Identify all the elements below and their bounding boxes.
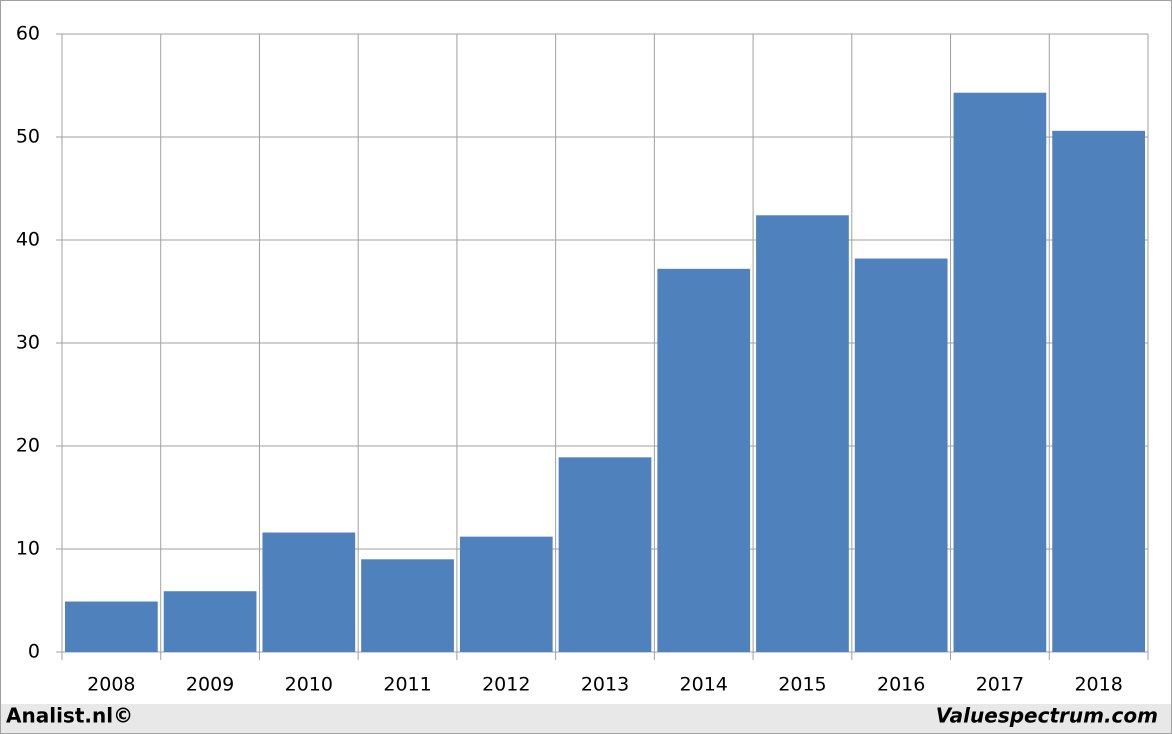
footer-left: Analist.nl©	[6, 704, 133, 728]
y-tick-label: 40	[16, 229, 40, 251]
x-tick-label: 2009	[186, 674, 234, 696]
bar	[1052, 130, 1145, 652]
bar	[361, 559, 454, 652]
bar	[953, 92, 1047, 652]
x-tick-label: 2008	[87, 674, 135, 696]
bar	[756, 215, 849, 652]
x-tick-label: 2014	[680, 674, 728, 696]
y-tick-label: 20	[16, 435, 40, 457]
x-tick-label: 2010	[285, 674, 333, 696]
bar	[262, 532, 356, 652]
x-tick-label: 2013	[581, 674, 629, 696]
x-tick-label: 2018	[1074, 674, 1122, 696]
bar	[65, 601, 158, 652]
bar	[558, 457, 652, 652]
footer-strip	[1, 704, 1171, 733]
x-tick-label: 2016	[877, 674, 925, 696]
y-tick-label: 30	[16, 332, 40, 354]
y-tick-label: 10	[16, 538, 40, 560]
y-tick-label: 60	[16, 23, 40, 45]
bar	[459, 536, 553, 652]
bar	[854, 258, 948, 652]
x-tick-label: 2017	[976, 674, 1024, 696]
bar	[163, 591, 257, 652]
x-tick-label: 2015	[778, 674, 826, 696]
x-tick-label: 2011	[383, 674, 431, 696]
y-tick-label: 0	[28, 641, 40, 663]
y-tick-label: 50	[16, 126, 40, 148]
bar	[657, 268, 751, 652]
x-tick-label: 2012	[482, 674, 530, 696]
footer-right: Valuespectrum.com	[936, 704, 1158, 728]
